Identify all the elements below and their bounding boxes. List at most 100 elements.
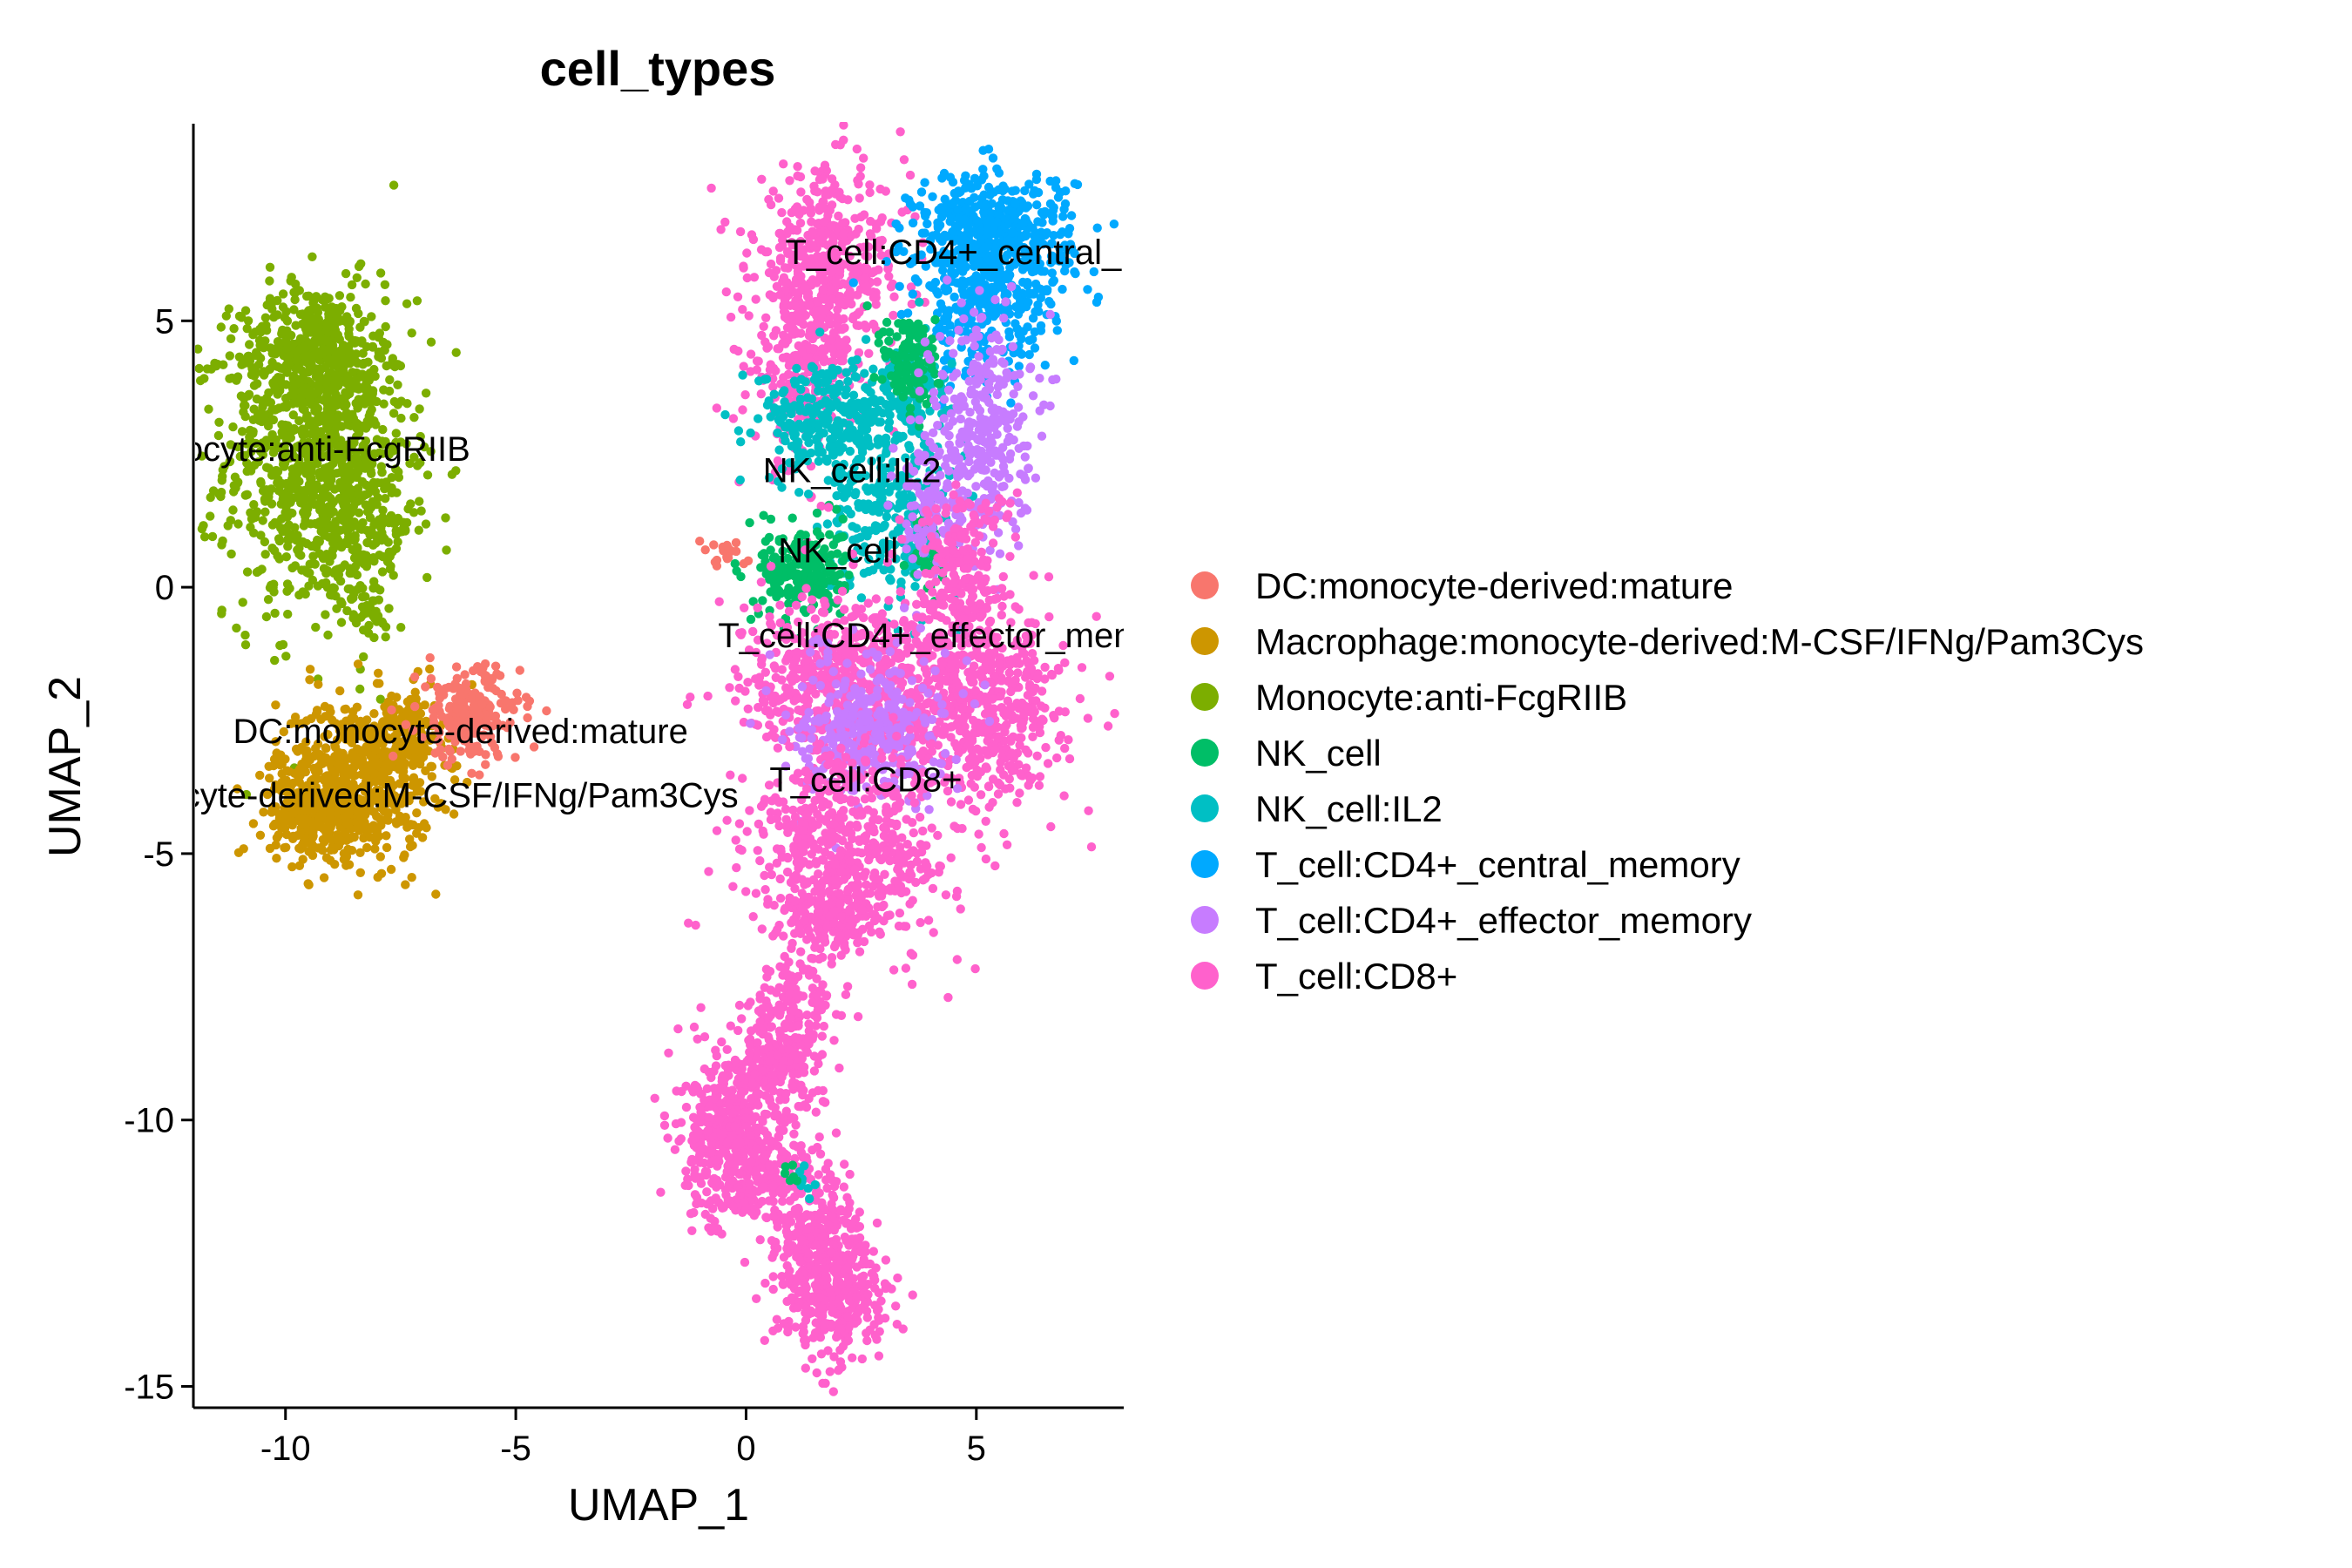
data-point: [301, 511, 310, 522]
data-point: [353, 890, 363, 900]
data-point: [294, 441, 304, 450]
point-cluster-0: [695, 537, 754, 571]
data-point: [261, 612, 272, 622]
data-point: [326, 855, 335, 865]
data-point: [410, 701, 420, 712]
data-point: [348, 610, 359, 619]
data-point: [290, 294, 300, 305]
data-point: [1036, 326, 1046, 335]
data-point: [787, 513, 797, 523]
data-point: [419, 797, 429, 807]
data-point: [306, 463, 315, 473]
data-point: [889, 292, 899, 301]
data-point: [947, 359, 956, 368]
data-point: [827, 344, 837, 354]
data-point: [895, 223, 904, 233]
data-point: [756, 389, 766, 399]
data-point: [358, 748, 368, 759]
data-point: [255, 354, 266, 363]
data-point: [394, 758, 404, 767]
data-point: [746, 349, 756, 359]
data-point: [739, 362, 748, 371]
data-point: [325, 441, 335, 450]
data-point: [277, 420, 287, 429]
data-point: [886, 576, 896, 585]
data-point: [802, 424, 812, 434]
data-point: [323, 730, 333, 740]
data-point: [730, 558, 740, 569]
data-point: [336, 618, 347, 627]
data-point: [241, 490, 252, 500]
data-point: [335, 291, 345, 301]
data-point: [265, 364, 274, 375]
data-point: [764, 194, 774, 205]
data-point: [277, 328, 287, 337]
data-point: [793, 573, 802, 583]
data-point: [818, 174, 828, 184]
data-point: [366, 751, 375, 760]
data-point: [377, 438, 388, 449]
data-point: [386, 864, 396, 875]
data-point: [871, 300, 881, 309]
data-point: [287, 425, 297, 435]
data-point: [388, 446, 398, 456]
data-point: [793, 162, 802, 172]
data-point: [303, 838, 314, 848]
data-point: [720, 409, 730, 420]
data-point: [407, 328, 416, 338]
data-point: [908, 289, 918, 299]
data-point: [835, 314, 845, 325]
data-point: [523, 701, 532, 712]
data-point: [393, 537, 402, 547]
data-point: [766, 514, 776, 524]
data-point: [422, 572, 432, 583]
data-point: [426, 447, 436, 456]
data-point: [217, 476, 226, 485]
data-point: [383, 815, 393, 825]
data-point: [282, 579, 293, 589]
data-point: [290, 713, 301, 722]
data-point: [281, 652, 291, 661]
data-point: [959, 175, 970, 186]
data-point: [356, 259, 366, 268]
data-point: [762, 400, 773, 410]
data-point: [828, 294, 837, 304]
data-point: [449, 775, 460, 785]
data-point: [832, 504, 841, 514]
data-point: [460, 670, 470, 679]
data-point: [305, 755, 315, 765]
data-point: [484, 673, 494, 684]
data-point: [778, 338, 788, 348]
data-point: [389, 180, 399, 190]
data-point: [284, 491, 294, 501]
data-point: [842, 489, 852, 498]
data-point: [954, 186, 963, 196]
data-point: [338, 748, 348, 759]
data-point: [351, 376, 361, 386]
data-point: [859, 210, 869, 220]
data-point: [1021, 203, 1031, 213]
data-point: [768, 382, 778, 392]
data-point: [778, 388, 787, 398]
data-point: [342, 527, 353, 537]
data-point: [1060, 199, 1071, 209]
data-point: [761, 313, 771, 322]
data-point: [877, 375, 887, 384]
data-point: [368, 331, 378, 341]
data-point: [431, 889, 441, 899]
data-point: [206, 492, 215, 503]
data-point: [357, 369, 368, 379]
data-point: [323, 432, 333, 443]
data-point: [241, 789, 252, 800]
data-point: [256, 476, 266, 487]
data-point: [348, 749, 357, 760]
data-point: [726, 312, 736, 322]
data-point: [378, 505, 388, 515]
data-point: [934, 205, 944, 215]
data-point: [425, 664, 435, 674]
data-point: [221, 311, 231, 321]
data-point: [1061, 186, 1071, 196]
data-point: [283, 542, 293, 551]
data-point: [1010, 319, 1020, 328]
data-point: [814, 386, 823, 395]
